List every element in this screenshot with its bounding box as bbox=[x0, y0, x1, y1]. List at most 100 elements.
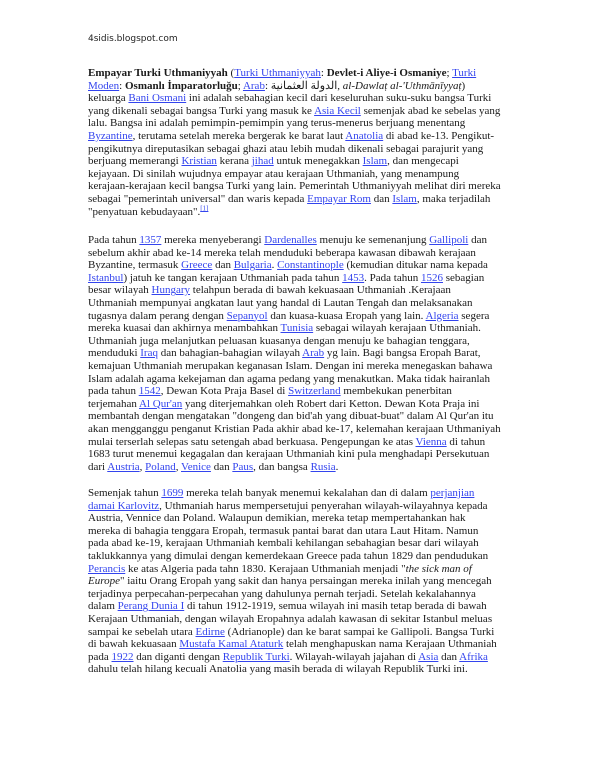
body-text: sebagai "pemerintah universal" dan waris… bbox=[88, 192, 308, 205]
paragraph-intro: Empayar Turki Uthmaniyyah (Turki Uthmani… bbox=[88, 67, 528, 218]
body-text: dan bbox=[210, 460, 233, 473]
wiki-link[interactable]: Poland bbox=[145, 460, 176, 473]
wiki-link[interactable]: 1922 bbox=[111, 650, 134, 663]
text-line: Pada tahun 1357 mereka menyeberangi Dard… bbox=[88, 234, 528, 247]
wiki-link[interactable]: Turki bbox=[452, 67, 477, 79]
bold-text: Osmanlı İmparatorluğu bbox=[124, 79, 238, 92]
text-line: mereka di bahagia tenggara Eropah, terma… bbox=[88, 525, 528, 538]
body-text: dan bbox=[370, 192, 393, 205]
body-text: pada abad ke-19, kerajaan Uthmaniah kemb… bbox=[88, 537, 479, 550]
body-text: mereka di bahagia tenggara Eropah, terma… bbox=[88, 524, 479, 537]
wiki-link[interactable]: Moden bbox=[88, 79, 120, 92]
body-text: akan mengganggu penganut Kristian Pada a… bbox=[88, 422, 501, 435]
wiki-link[interactable]: 1542 bbox=[138, 385, 161, 398]
wiki-link[interactable]: Iraq bbox=[140, 347, 158, 360]
text-line: dahulu telah hilang kecuali Anatolia yan… bbox=[88, 663, 528, 676]
body-text: : bbox=[119, 79, 125, 92]
bold-text: Devlet-i Aliye-i Osmaniye bbox=[326, 67, 447, 79]
wiki-link[interactable]: Empayar Rom bbox=[307, 192, 371, 205]
wiki-link[interactable]: Algeria bbox=[425, 309, 459, 322]
wiki-link[interactable]: Greece bbox=[181, 259, 213, 272]
wiki-link[interactable]: Paus bbox=[232, 460, 254, 473]
wiki-link[interactable]: Austria bbox=[107, 460, 140, 473]
wiki-link[interactable]: Gallipoli bbox=[429, 234, 469, 246]
wiki-link[interactable]: Dardenalles bbox=[264, 234, 317, 246]
text-line: "penyatuan kebudayaan".[1] bbox=[88, 203, 528, 219]
body-text: ; bbox=[237, 79, 243, 92]
body-text: pengikutnya direputasikan sebagai ghazi … bbox=[88, 142, 484, 155]
wiki-link[interactable]: Islam bbox=[362, 155, 388, 168]
body-text: terjadinya perpecahan-perpecahan yang da… bbox=[88, 587, 476, 600]
body-text: besar wilayah bbox=[88, 284, 152, 297]
wiki-link[interactable]: Arab bbox=[242, 79, 265, 92]
text-line: Istanbul) jatuh ke tangan kerajaan Uthma… bbox=[88, 272, 528, 285]
body-text: Uthmaniah mempunyai angkatan laut yang h… bbox=[88, 296, 473, 309]
wiki-link[interactable]: Kristian bbox=[181, 155, 217, 168]
body-text: yang dikenali sebagai bangsa Turki yang … bbox=[88, 104, 315, 117]
body-text: : bbox=[320, 67, 327, 79]
wiki-link[interactable]: 1357 bbox=[139, 234, 162, 246]
wiki-link[interactable]: Asia bbox=[418, 650, 439, 663]
wiki-link[interactable]: Anatolia bbox=[345, 129, 384, 142]
wiki-link[interactable]: Byzantine bbox=[88, 129, 133, 142]
body-text: kerana bbox=[216, 155, 252, 168]
body-text: , bbox=[337, 79, 343, 92]
text-line: Kerajaan Uthmaniah, dengan wilayah Eropa… bbox=[88, 613, 528, 626]
wiki-link[interactable]: 1453 bbox=[342, 271, 365, 284]
text-line: dari Austria, Poland, Venice dan Paus, d… bbox=[88, 461, 528, 474]
body-text: di tahun bbox=[446, 435, 486, 448]
wiki-link[interactable]: Vienna bbox=[415, 435, 447, 448]
wiki-link[interactable]: Asia Kecil bbox=[314, 104, 361, 117]
wiki-link[interactable]: Bulgaria bbox=[233, 259, 272, 272]
wiki-link[interactable]: Switzerland bbox=[288, 385, 341, 398]
wiki-link[interactable]: Republik Turki bbox=[222, 650, 290, 663]
text-line: besar wilayah Hungary telahpun berada di… bbox=[88, 284, 528, 297]
wiki-link[interactable]: Bani Osmani bbox=[128, 92, 187, 105]
wiki-link[interactable]: Edirne bbox=[195, 625, 225, 638]
body-text: (kemudian ditukar nama kepada bbox=[343, 259, 488, 272]
wiki-link[interactable]: jihad bbox=[251, 155, 274, 168]
body-text: telah menghapuskan nama Kerajaan Uthmani… bbox=[283, 638, 497, 651]
body-text: الدولة العثمانية bbox=[270, 79, 338, 92]
wiki-link[interactable]: Venice bbox=[181, 460, 211, 473]
text-line: terjadinya perpecahan-perpecahan yang da… bbox=[88, 588, 528, 601]
wiki-link[interactable]: perjanjian bbox=[430, 487, 475, 499]
wiki-link[interactable]: damai Karlovitz bbox=[88, 499, 160, 512]
body-text: " iaitu Orang Eropah yang sakit dan hany… bbox=[119, 575, 492, 588]
text-line: Moden: Osmanlı İmparatorluğu; Arab: الدو… bbox=[88, 80, 528, 93]
wiki-link[interactable]: Islam bbox=[392, 192, 417, 205]
body-text: kerajaan-kerajaan kecil bangsa Turki yan… bbox=[88, 180, 501, 193]
body-text: ini adalah sebahagian kecil dari keselur… bbox=[186, 92, 492, 105]
wiki-link[interactable]: Hungary bbox=[151, 284, 191, 297]
paragraph-expansion: Pada tahun 1357 mereka menyeberangi Dard… bbox=[88, 234, 528, 473]
body-text: menuju ke semenanjung bbox=[316, 234, 430, 246]
wiki-link[interactable]: Mustafa Kamal Ataturk bbox=[179, 638, 284, 651]
wiki-link[interactable]: 1526 bbox=[420, 271, 443, 284]
wiki-link[interactable]: Constantinople bbox=[277, 259, 344, 272]
text-line: Austria, Vennice dan Poland. Walaupun de… bbox=[88, 512, 528, 525]
wiki-link[interactable]: Rusia bbox=[310, 460, 336, 473]
wiki-link[interactable]: Al Qur'an bbox=[139, 397, 183, 410]
wiki-link[interactable]: Sepanyol bbox=[226, 309, 268, 322]
body-text: dan bbox=[212, 259, 234, 272]
wiki-link[interactable]: Arab bbox=[302, 347, 325, 360]
footnote-link[interactable]: [1] bbox=[200, 203, 209, 212]
body-text: . Pada tahun bbox=[364, 271, 421, 284]
wiki-link[interactable]: Turki Uthmaniyyah bbox=[234, 67, 321, 79]
body-text: , Dewan Kota Praja Basel di bbox=[160, 385, 289, 398]
wiki-link[interactable]: Perang Dunia I bbox=[117, 600, 185, 613]
body-text: telahpun berada di bawah kekuasaan Uthma… bbox=[190, 284, 451, 297]
wiki-link[interactable]: 1699 bbox=[161, 487, 184, 499]
text-line: Byzantine, terutama setelah mereka berge… bbox=[88, 130, 528, 143]
body-text: ) bbox=[461, 79, 466, 92]
wiki-link[interactable]: Istanbul bbox=[88, 271, 124, 284]
body-text: dan kuasa-kuasa Eropah yang lain. bbox=[267, 309, 426, 322]
body-text: sebagai wilayah kerajaan Uthmaniah. bbox=[313, 322, 481, 335]
wiki-link[interactable]: Afrika bbox=[459, 650, 488, 663]
body-text: dan diganti dengan bbox=[133, 650, 223, 663]
body-text: , terutama setelah mereka bergerak ke ba… bbox=[132, 129, 346, 142]
wiki-link[interactable]: Tunisia bbox=[280, 322, 314, 335]
body-text: pada bbox=[88, 650, 112, 663]
text-line: sebagai "pemerintah universal" dan waris… bbox=[88, 193, 528, 206]
wiki-link[interactable]: Perancis bbox=[88, 562, 126, 575]
